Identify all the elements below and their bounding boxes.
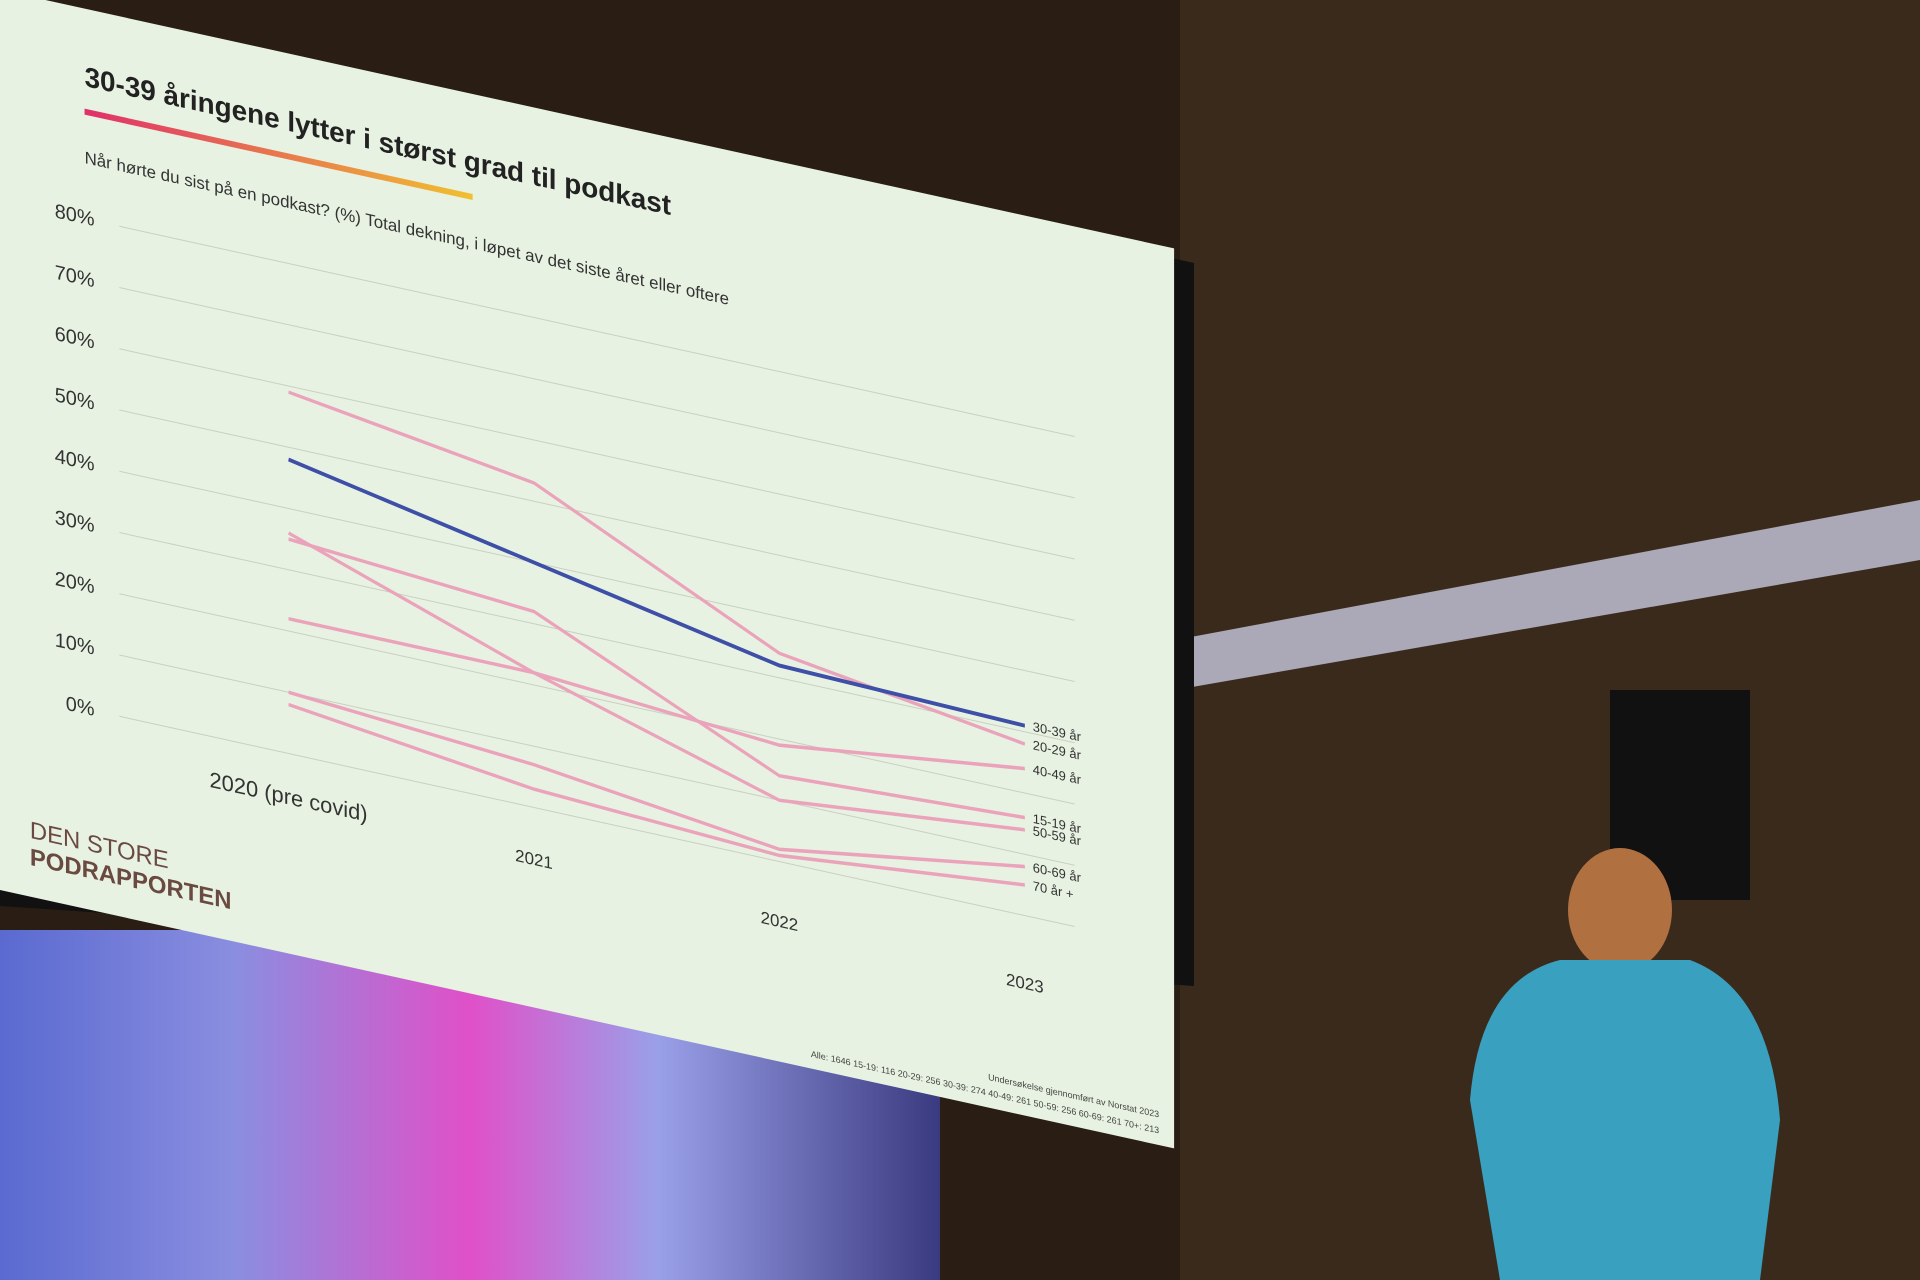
grid-line bbox=[119, 470, 1075, 683]
grid-line bbox=[119, 409, 1075, 621]
series-line bbox=[288, 390, 1026, 746]
grid-line bbox=[119, 593, 1075, 805]
title-accent bbox=[84, 108, 473, 201]
series-line bbox=[288, 537, 1025, 820]
series-line bbox=[287, 531, 1026, 832]
series-line bbox=[288, 690, 1026, 869]
series-line bbox=[288, 617, 1026, 771]
series-line bbox=[288, 702, 1026, 887]
slide: 30-39 åringene lytter i størst grad til … bbox=[0, 0, 1175, 1149]
presenter-body bbox=[1470, 960, 1780, 1280]
grid-line bbox=[119, 532, 1075, 744]
grid-line bbox=[119, 348, 1075, 560]
slide-bg bbox=[0, 0, 1175, 1149]
presenter-head bbox=[1568, 848, 1672, 972]
grid-line bbox=[119, 715, 1075, 928]
grid-line bbox=[119, 287, 1075, 499]
series-line bbox=[288, 457, 1025, 728]
grid-line bbox=[119, 225, 1075, 438]
beam bbox=[1175, 500, 1920, 690]
grid-line bbox=[119, 654, 1075, 866]
